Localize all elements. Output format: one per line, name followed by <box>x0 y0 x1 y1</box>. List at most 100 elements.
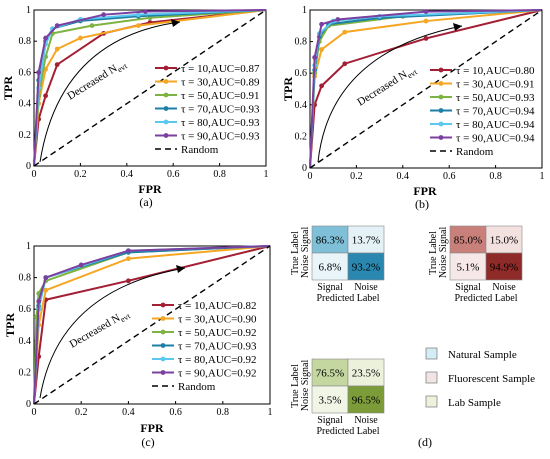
matrix-cell <box>347 225 385 254</box>
data-point <box>54 46 60 52</box>
legend-label: τ = 50,AUC=0.91 <box>181 90 260 102</box>
legend-label: τ = 90,AUC=0.92 <box>178 368 257 380</box>
matrix-cell <box>311 252 349 281</box>
matrix-cell <box>347 358 385 387</box>
data-point <box>54 23 60 28</box>
y-tick-label: 1 <box>26 5 31 16</box>
x-tick-label: 0.6 <box>169 407 182 418</box>
sample-swatch <box>425 371 438 384</box>
legend-marker <box>160 329 166 335</box>
y-tick-label: 0.4 <box>19 336 32 347</box>
y-axis-label: TPR <box>1 76 15 100</box>
matrix-value: 93.2% <box>352 262 380 274</box>
matrix-value: 85.0% <box>454 235 482 247</box>
x-tick-label: 1 <box>540 171 545 182</box>
annotation-arrow <box>317 25 463 163</box>
y-axis-label: TPR <box>281 77 295 101</box>
legend-label: τ = 10,AUC=0.82 <box>178 300 257 312</box>
sample-swatch <box>425 395 438 408</box>
matrix-xlabel: Predicted Label <box>316 426 379 437</box>
matrix-ylabel: True Label <box>428 231 439 275</box>
col-label: Noise <box>354 415 378 426</box>
matrix-cell <box>311 385 349 414</box>
legend-marker <box>438 81 444 86</box>
row-label: Signal <box>438 227 449 253</box>
y-tick-label: 0.8 <box>295 37 308 48</box>
matrix-value: 5.1% <box>457 262 480 274</box>
y-tick-label: 0 <box>302 163 307 174</box>
data-point <box>319 83 324 89</box>
data-point <box>136 12 141 18</box>
annotation-arrow <box>39 267 186 399</box>
data-point <box>101 12 106 18</box>
legend-marker <box>163 106 169 111</box>
y-axis-label: TPR <box>3 313 17 337</box>
legend: τ = 10,AUC=0.80 τ = 30,AUC=0.91τ = 50,AUC… <box>430 65 535 158</box>
panel-label: (d) <box>418 435 432 449</box>
x-tick-label: 1 <box>268 407 273 418</box>
data-point <box>312 55 318 60</box>
legend-label: τ = 90,AUC=0.93 <box>181 131 260 143</box>
x-tick-label: 0.2 <box>350 171 363 182</box>
legend-label: Random <box>181 144 219 156</box>
legend-marker <box>438 108 444 113</box>
series-line <box>33 245 271 405</box>
x-tick-label: 0.2 <box>75 407 88 418</box>
legend-marker <box>438 121 444 127</box>
data-point <box>423 36 429 41</box>
legend-marker <box>438 94 444 100</box>
y-tick-label: 0 <box>26 161 31 172</box>
y-tick-label: 0 <box>26 399 31 410</box>
y-tick-label: 0.2 <box>295 131 308 142</box>
data-point <box>342 29 348 35</box>
annotation-arrow <box>39 21 181 163</box>
panel-label: (b) <box>415 197 429 211</box>
matrix-value: 15.0% <box>490 235 518 247</box>
row-label: Noise <box>300 254 311 278</box>
x-tick-label: 0.4 <box>397 171 410 182</box>
panel-label: (a) <box>139 195 152 209</box>
data-point <box>43 275 49 280</box>
y-tick-label: 0.8 <box>19 273 32 284</box>
arrow-head <box>171 19 180 27</box>
matrix-value: 3.5% <box>319 395 342 407</box>
matrix-value: 94.9% <box>490 262 518 274</box>
sample-label: Fluorescent Sample <box>448 373 535 385</box>
legend-marker <box>163 119 169 125</box>
legend-label: τ = 80,AUC=0.94 <box>456 119 535 131</box>
series-line <box>33 245 271 405</box>
data-point <box>54 62 60 67</box>
y-tick-label: 0.2 <box>19 130 32 141</box>
legend-label: τ = 30,AUC=0.90 <box>178 314 257 326</box>
x-tick-label: 0.8 <box>213 169 226 180</box>
col-label: Signal <box>317 282 343 293</box>
legend-label: τ = 10,AUC=0.80 <box>456 65 535 77</box>
legend-label: τ = 70,AUC=0.93 <box>181 104 260 116</box>
matrix-value: 6.8% <box>319 262 342 274</box>
x-tick-label: 1 <box>264 169 269 180</box>
arrow-head <box>453 23 462 31</box>
data-point <box>319 47 324 52</box>
series-line <box>33 9 267 167</box>
legend-label: τ = 70,AUC=0.93 <box>178 341 257 353</box>
x-tick-label: 0.8 <box>489 171 502 182</box>
x-tick-label: 0 <box>32 407 37 418</box>
matrix-value: 76.5% <box>316 368 344 380</box>
col-label: Noise <box>492 282 516 293</box>
data-point <box>142 9 148 14</box>
legend-marker <box>163 133 169 138</box>
matrix-cell <box>347 385 385 414</box>
legend-marker <box>163 65 169 71</box>
legend-marker <box>163 79 169 84</box>
col-label: Signal <box>455 282 481 293</box>
data-point <box>43 287 49 293</box>
y-tick-label: 0.4 <box>295 100 308 111</box>
x-tick-label: 0.4 <box>122 407 135 418</box>
series-line <box>309 9 543 169</box>
data-point <box>78 35 83 41</box>
legend-label: τ = 90,AUC=0.94 <box>456 133 535 145</box>
data-point <box>89 23 95 28</box>
y-tick-label: 1 <box>26 241 31 252</box>
legend-marker <box>160 316 166 321</box>
